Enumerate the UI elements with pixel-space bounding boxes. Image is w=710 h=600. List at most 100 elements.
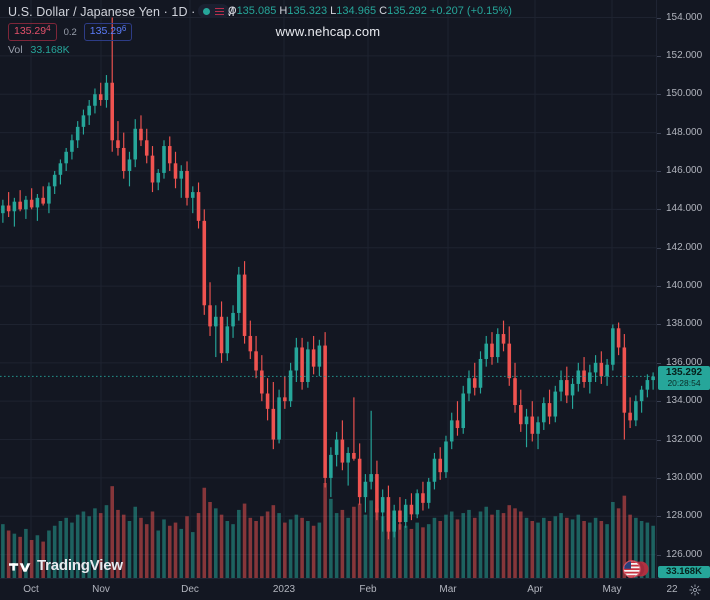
high-label: H <box>279 5 288 17</box>
volume-bar <box>6 530 11 578</box>
volume-bar <box>392 521 396 578</box>
candle-body <box>311 349 316 367</box>
candle-body <box>599 362 604 377</box>
candle-body <box>127 159 132 171</box>
chart-menu-icon[interactable] <box>215 7 224 15</box>
volume-bar <box>461 513 466 578</box>
candle-body <box>219 316 224 354</box>
low-label: L <box>330 5 337 17</box>
candle-body <box>81 115 86 127</box>
volume-bar <box>156 530 161 578</box>
bid-price-button[interactable]: 135.294 <box>8 23 57 41</box>
bid-ask-row: 135.294 0.2 135.296 <box>8 23 133 41</box>
candle-body <box>484 343 489 359</box>
candle-body <box>357 458 362 498</box>
candle-body <box>283 397 287 402</box>
volume-bar <box>139 517 143 578</box>
ask-price-button[interactable]: 135.296 <box>83 23 133 41</box>
candle-body <box>490 343 494 358</box>
volume-bar <box>472 517 477 578</box>
volume-bar <box>323 483 327 578</box>
candle-body <box>588 372 592 382</box>
volume-bar <box>582 521 586 578</box>
candle-body <box>248 335 253 352</box>
candle-body <box>536 422 540 434</box>
volume-bar <box>254 521 258 578</box>
volume-value: 33.168K <box>30 44 70 56</box>
market-status-chip[interactable] <box>198 4 229 18</box>
tradingview-logo[interactable]: TradingView <box>9 557 123 574</box>
tradingview-mark-icon <box>9 562 31 572</box>
volume-bar <box>386 511 391 578</box>
tradingview-wordmark: TradingView <box>37 557 123 574</box>
volume-bar <box>651 525 655 578</box>
volume-bar <box>265 511 270 578</box>
candle-body <box>93 94 97 106</box>
candle-body <box>47 186 51 204</box>
price-axis[interactable]: 135.292 20:28:54 33.168K 154.000 152.000 1… <box>656 0 710 578</box>
volume-bar <box>58 521 63 578</box>
volume-bar <box>162 519 166 578</box>
candle-body <box>346 452 350 463</box>
time-axis[interactable]: Oct Nov Dec 2023 Feb Mar Apr May 22 <box>0 578 710 600</box>
candle-body <box>214 316 218 327</box>
time-tick: May <box>602 584 622 595</box>
candlestick-series <box>0 17 656 578</box>
symbol-title[interactable]: U.S. Dollar / Japanese Yen · 1D · FXCM <box>8 4 235 19</box>
volume-bar <box>398 524 402 578</box>
volume-bar <box>64 517 68 578</box>
volume-bar <box>1 524 5 578</box>
volume-bar <box>346 517 350 578</box>
volume-bar <box>248 517 253 578</box>
candle-body <box>306 349 310 382</box>
price-tick: 144.000 <box>657 203 710 215</box>
volume-bar <box>518 511 523 578</box>
candle-body <box>64 151 68 164</box>
volume-bar <box>225 521 230 578</box>
chart-plot-area[interactable] <box>0 0 656 578</box>
volume-legend[interactable]: Vol 33.168K <box>8 44 70 56</box>
chart-header: U.S. Dollar / Japanese Yen · 1D · FXCM O… <box>0 0 710 58</box>
candle-body <box>593 362 598 373</box>
volume-bar <box>421 527 425 578</box>
symbol-row[interactable]: U.S. Dollar / Japanese Yen · 1D · FXCM <box>8 4 235 19</box>
candle-body <box>645 380 650 390</box>
volume-bar <box>190 532 195 578</box>
price-tick: 148.000 <box>657 127 710 139</box>
volume-bar <box>639 521 644 578</box>
candle-body <box>254 351 258 371</box>
candle-body <box>110 82 114 141</box>
volume-badge: 33.168K <box>658 566 710 578</box>
candle-body <box>501 334 506 344</box>
current-price-time: 20:28:54 <box>667 378 701 389</box>
gear-icon[interactable] <box>689 584 701 596</box>
volume-bar <box>611 502 615 578</box>
us-flag-icon[interactable] <box>621 559 651 579</box>
current-price-badge[interactable]: 135.292 20:28:54 <box>658 366 710 391</box>
price-tick: 146.000 <box>657 165 710 177</box>
volume-bar <box>329 498 333 578</box>
candle-body <box>265 393 270 409</box>
price-tick: 136.000 <box>657 357 710 369</box>
volume-bar <box>87 516 91 578</box>
candle-body <box>461 393 466 429</box>
candle-body <box>403 504 408 523</box>
candle-body <box>271 408 276 440</box>
candle-body <box>547 403 552 417</box>
time-tick: Nov <box>92 584 110 595</box>
candle-body <box>156 172 161 183</box>
candle-body <box>639 389 644 402</box>
volume-bar <box>622 495 627 578</box>
close-label: C <box>379 5 388 17</box>
candle-body <box>375 474 379 513</box>
volume-bar <box>98 513 103 578</box>
candle-body <box>35 197 40 208</box>
volume-bar <box>576 514 581 578</box>
candle-body <box>415 493 419 515</box>
high-value: 135.323 <box>287 5 328 17</box>
volume-bar <box>380 516 385 578</box>
volume-bar <box>645 522 650 578</box>
volume-bar <box>507 505 512 578</box>
volume-bar <box>242 503 247 578</box>
